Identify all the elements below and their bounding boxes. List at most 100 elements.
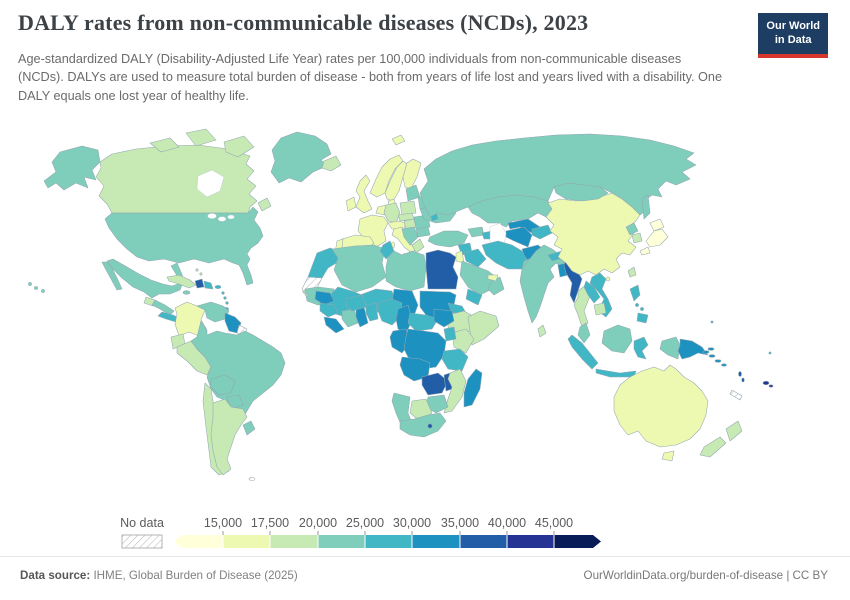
region-poland[interactable]	[399, 200, 417, 216]
region-alaska[interactable]	[43, 145, 101, 191]
region-uganda[interactable]	[443, 326, 457, 342]
region-sakhalin[interactable]	[641, 194, 651, 220]
region-kazakhstan[interactable]	[467, 194, 553, 228]
region-sierra-leone-liberia[interactable]	[323, 316, 345, 334]
region-solomon-islands[interactable]	[708, 354, 716, 358]
region-finland[interactable]	[402, 158, 422, 190]
region-hawaii[interactable]	[41, 289, 45, 293]
region-newfoundland[interactable]	[257, 197, 272, 212]
region-canada-arctic[interactable]	[185, 128, 217, 147]
region-new-zealand-south[interactable]	[699, 436, 727, 458]
region-south-sudan[interactable]	[433, 308, 455, 328]
region-jamaica[interactable]	[182, 290, 191, 295]
region-cape-verde[interactable]	[302, 290, 306, 294]
region-yemen[interactable]	[465, 288, 483, 306]
region-oman[interactable]	[487, 276, 505, 296]
region-fiji[interactable]	[762, 380, 770, 386]
legend-no-data-swatch[interactable]	[121, 534, 163, 549]
region-somalia[interactable]	[467, 310, 500, 346]
region-madagascar[interactable]	[463, 368, 483, 408]
region-papua-new-guinea[interactable]	[677, 338, 709, 360]
region-switzerland-austria[interactable]	[387, 220, 407, 230]
region-angola[interactable]	[399, 356, 431, 382]
region-dominican-republic[interactable]	[203, 280, 214, 290]
region-kenya[interactable]	[451, 328, 475, 354]
region-turkmenistan[interactable]	[505, 226, 533, 248]
region-india[interactable]	[519, 244, 567, 324]
region-uruguay[interactable]	[242, 420, 256, 436]
region-guatemala[interactable]	[143, 296, 156, 307]
region-iceland[interactable]	[321, 155, 342, 172]
region-bulgaria[interactable]	[415, 226, 431, 238]
region-ireland[interactable]	[345, 196, 357, 212]
region-lesser-antilles[interactable]	[225, 301, 229, 305]
region-bahamas[interactable]	[199, 272, 203, 276]
region-cape-verde[interactable]	[305, 293, 309, 297]
region-benelux[interactable]	[375, 204, 387, 216]
region-united-kingdom[interactable]	[355, 174, 373, 214]
region-burkina-faso[interactable]	[345, 294, 367, 312]
region-lesotho[interactable]	[427, 423, 433, 429]
region-taiwan[interactable]	[627, 266, 637, 278]
region-canada-arctic[interactable]	[149, 137, 180, 153]
legend-segment-4[interactable]	[365, 535, 412, 548]
region-balkans[interactable]	[401, 226, 419, 246]
region-greenland[interactable]	[270, 131, 332, 184]
region-philippines-visayas[interactable]	[635, 303, 639, 307]
legend-segment-3[interactable]	[318, 535, 365, 548]
region-japan-hokkaido[interactable]	[649, 218, 665, 232]
region-central-african-republic[interactable]	[407, 312, 439, 332]
region-georgia-armenia[interactable]	[467, 226, 485, 238]
region-indonesian-papua[interactable]	[659, 336, 681, 360]
legend-segment-8[interactable]	[554, 535, 601, 548]
legend-segment-6[interactable]	[460, 535, 507, 548]
region-tasmania[interactable]	[661, 450, 675, 462]
legend-segment-2[interactable]	[270, 535, 318, 548]
legend-segment-5[interactable]	[412, 535, 460, 548]
region-solomon-islands[interactable]	[721, 363, 727, 367]
region-java[interactable]	[595, 368, 637, 378]
region-pacific-islands[interactable]	[710, 320, 714, 324]
region-bolivia[interactable]	[210, 374, 236, 396]
region-lesser-antilles[interactable]	[223, 296, 227, 300]
owid-logo[interactable]: Our World in Data	[758, 13, 828, 58]
region-cambodia[interactable]	[593, 302, 607, 316]
region-greece[interactable]	[411, 238, 425, 254]
region-hainan[interactable]	[605, 276, 611, 282]
region-falkland-islands[interactable]	[248, 477, 256, 481]
region-philippines-luzon[interactable]	[629, 284, 641, 302]
region-new-caledonia[interactable]	[729, 389, 743, 401]
region-zambia[interactable]	[421, 372, 449, 396]
region-hawaii[interactable]	[28, 282, 32, 286]
region-fiji[interactable]	[768, 384, 774, 388]
region-mongolia[interactable]	[553, 182, 609, 202]
region-north-korea[interactable]	[625, 222, 639, 236]
region-uae-qatar[interactable]	[487, 274, 499, 282]
region-sri-lanka[interactable]	[537, 324, 547, 338]
region-mexico[interactable]	[106, 258, 185, 299]
license-link[interactable]: OurWorldinData.org/burden-of-disease | C…	[583, 569, 828, 582]
region-australia[interactable]	[613, 364, 709, 448]
region-vietnam[interactable]	[589, 272, 613, 318]
region-lesser-antilles[interactable]	[221, 291, 225, 295]
legend-segment-1[interactable]	[223, 535, 270, 548]
region-malaysia[interactable]	[577, 322, 591, 344]
region-turkey[interactable]	[427, 230, 469, 248]
region-philippines-visayas[interactable]	[640, 307, 644, 311]
region-south-korea[interactable]	[631, 232, 643, 244]
region-hawaii[interactable]	[34, 286, 38, 290]
region-algeria[interactable]	[331, 244, 387, 293]
region-senegal[interactable]	[314, 290, 335, 306]
legend-segment-0[interactable]	[174, 535, 223, 548]
region-borneo[interactable]	[601, 324, 633, 354]
region-sumatra[interactable]	[567, 334, 599, 370]
region-solomon-islands[interactable]	[702, 350, 710, 354]
legend-segment-7[interactable]	[507, 535, 554, 548]
region-egypt[interactable]	[425, 249, 459, 290]
region-japan-honshu[interactable]	[645, 228, 669, 248]
region-iraq[interactable]	[463, 248, 487, 268]
region-togo-benin[interactable]	[365, 302, 379, 322]
region-tanzania[interactable]	[441, 348, 469, 372]
region-cuba[interactable]	[166, 274, 197, 289]
region-pacific-islands[interactable]	[768, 351, 772, 355]
